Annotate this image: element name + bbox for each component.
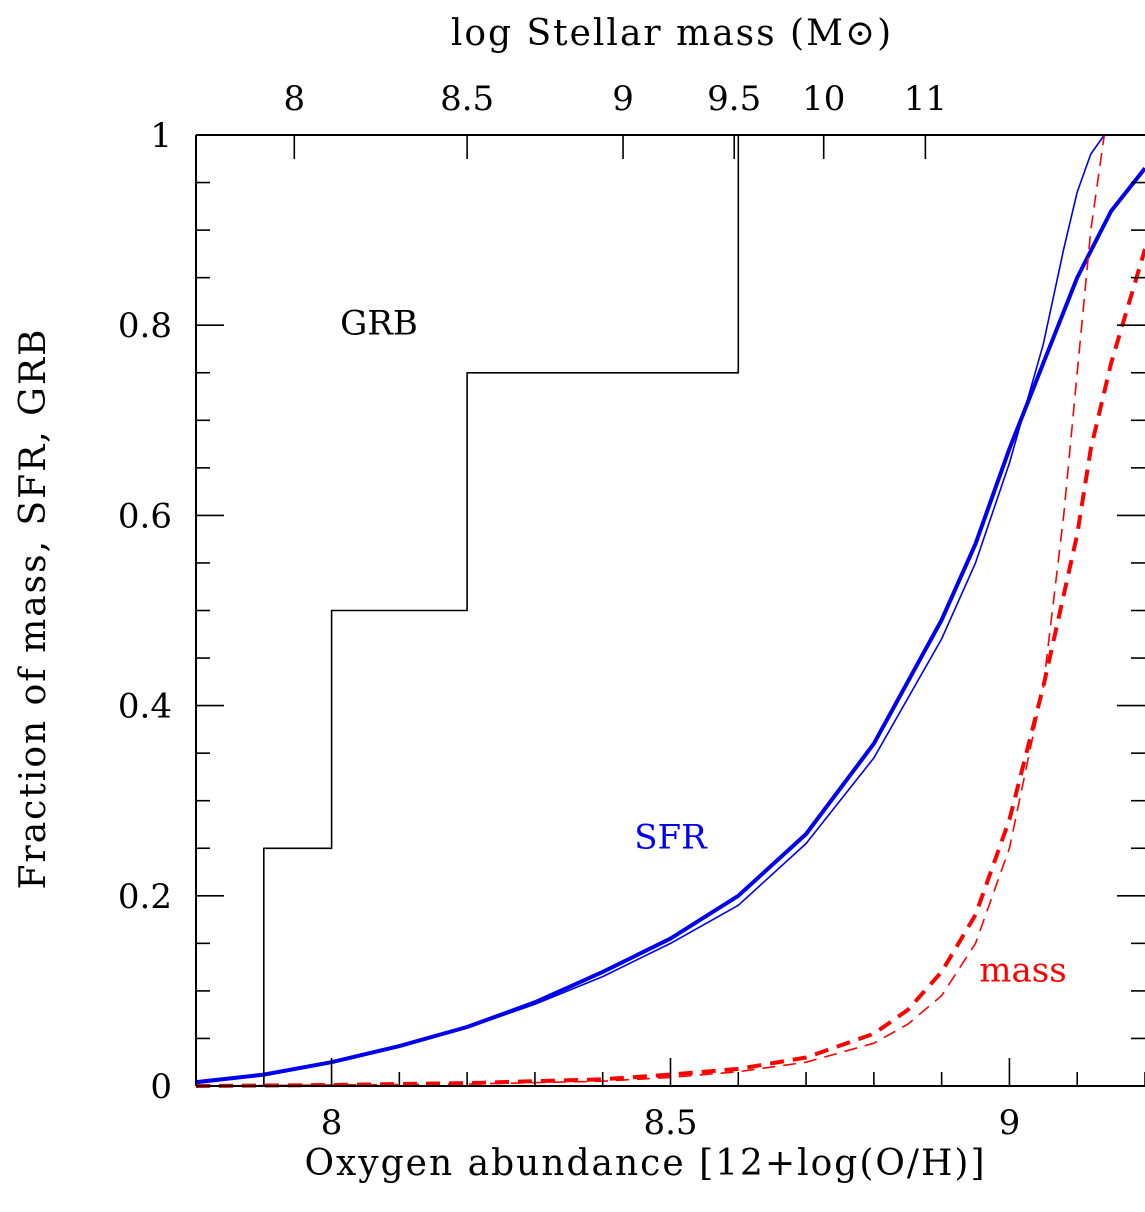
y-tick-label: 0	[150, 1067, 172, 1107]
top-axis-title: log Stellar mass (M⊙)	[451, 13, 893, 54]
series-line-sfr-thick	[196, 167, 1145, 1085]
axes-layer	[195, 134, 1145, 1087]
y-tick-label: 0.4	[118, 687, 172, 727]
series-line-sfr-thin	[196, 134, 1105, 1083]
x-tick-label: 8.5	[643, 1103, 697, 1143]
annotation-grb: GRB	[340, 304, 418, 344]
top-tick-label: 9.5	[707, 79, 761, 119]
top-tick-label: 11	[904, 79, 947, 119]
x-tick-label: 8	[321, 1103, 343, 1143]
y-axis-title: Fraction of mass, SFR, GRB	[13, 328, 54, 890]
y-tick-label: 0.2	[118, 877, 172, 917]
series-line-mass-thin	[196, 134, 1106, 1087]
annotation-sfr: SFR	[634, 817, 708, 857]
top-tick-label: 9	[612, 79, 634, 119]
top-tick-label: 8	[283, 79, 305, 119]
labels-layer: 8 8.5 9 9.5 10 11 8 8.5 9 0 0.2 0.4 0.6 0.8 1 Oxygen ab…	[13, 13, 1067, 1184]
x-tick-label: 9	[999, 1103, 1021, 1143]
top-tick-label: 8.5	[440, 79, 494, 119]
y-tick-label: 1	[150, 116, 172, 156]
y-tick-label: 0.6	[118, 496, 172, 536]
series-line-mass-thick	[196, 248, 1145, 1088]
series-line-grb	[263, 135, 740, 1086]
x-axis-title: Oxygen abundance [12+log(O/H)]	[304, 1143, 986, 1184]
annotation-mass: mass	[979, 950, 1066, 990]
y-tick-label: 0.8	[118, 306, 172, 346]
series-layer	[196, 134, 1145, 1088]
top-tick-label: 10	[802, 79, 845, 119]
